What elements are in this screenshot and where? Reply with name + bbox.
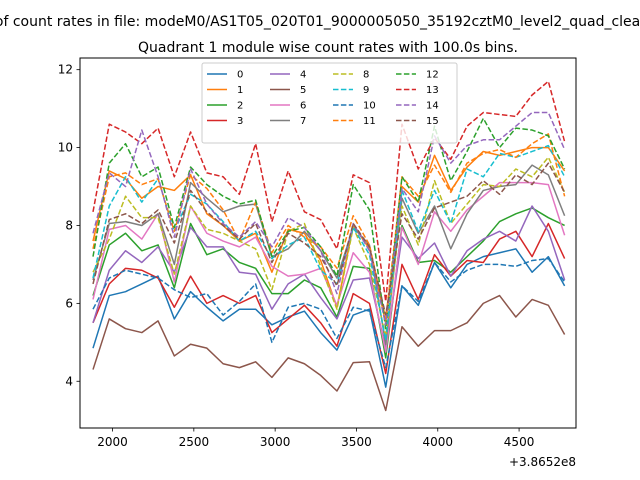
x-tick-label: 3000: [260, 435, 291, 449]
y-tick-label: 10: [58, 141, 73, 155]
legend-label-3: 3: [237, 116, 243, 127]
x-axis: 2000 2500 3000 3500 4000 4500: [97, 428, 534, 449]
legend-label-9: 9: [363, 85, 369, 96]
x-offset-label: +3.8652e8: [509, 455, 576, 469]
legend-label-6: 6: [300, 101, 306, 112]
y-tick-label: 8: [65, 218, 73, 232]
legend-label-14: 14: [426, 101, 439, 112]
x-tick-label: 4000: [422, 435, 453, 449]
x-tick-label: 2500: [179, 435, 210, 449]
series-line-3: [92, 222, 566, 375]
series-line-15: [92, 162, 566, 316]
series-line-7: [92, 164, 566, 346]
axes-frame: [79, 57, 577, 429]
legend-label-11: 11: [363, 116, 376, 127]
series-line-13: [92, 80, 566, 303]
legend-label-7: 7: [300, 116, 306, 127]
legend-label-12: 12: [426, 70, 439, 81]
figure-suptitle: Plot of count rates in file: modeM0/AS1T…: [0, 14, 640, 30]
legend-label-10: 10: [363, 101, 376, 112]
series-line-10: [92, 257, 566, 369]
legend-label-0: 0: [237, 70, 243, 81]
series-line-12: [92, 117, 566, 330]
legend-label-1: 1: [237, 85, 243, 96]
plot-area: [92, 80, 566, 412]
x-tick-label: 3500: [341, 435, 372, 449]
legend-label-5: 5: [300, 85, 306, 96]
x-tick-label: 2000: [97, 435, 128, 449]
series-line-0: [92, 248, 566, 388]
legend-label-15: 15: [426, 116, 439, 127]
series-line-11: [92, 133, 566, 320]
legend-label-2: 2: [237, 101, 243, 112]
y-tick-label: 6: [65, 296, 73, 310]
series-line-14: [92, 111, 566, 326]
y-tick-label: 4: [65, 374, 73, 388]
legend-label-8: 8: [363, 70, 369, 81]
y-tick-label: 12: [58, 63, 73, 77]
series-line-9: [92, 144, 566, 342]
legend-label-13: 13: [426, 85, 439, 96]
x-tick-label: 4500: [504, 435, 535, 449]
legend-label-4: 4: [300, 70, 306, 81]
series-line-5: [92, 294, 566, 412]
axes-title: Quadrant 1 module wise count rates with …: [138, 40, 518, 56]
y-axis: 4 6 8 10 12: [58, 63, 80, 388]
series-line-8: [92, 156, 566, 338]
legend-box: [201, 62, 458, 144]
